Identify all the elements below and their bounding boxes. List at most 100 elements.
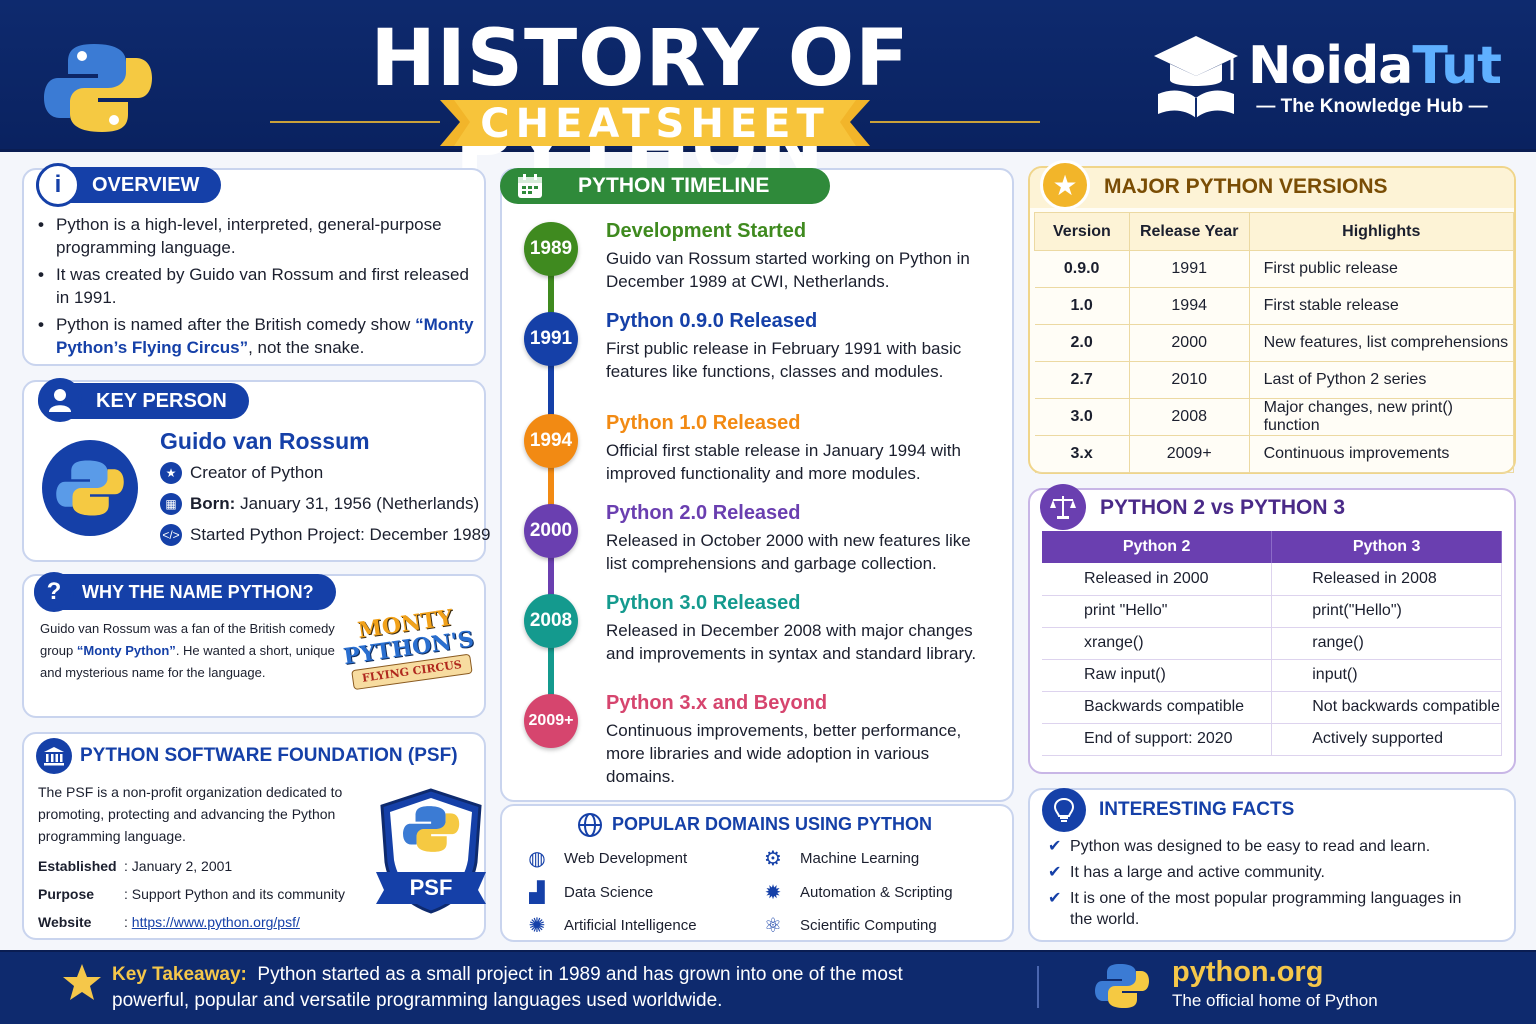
timeline-event-title: Development Started (606, 220, 807, 242)
calendar-icon (512, 170, 548, 202)
table-row: 3.x 2009+ Continuous improvements (1034, 435, 1515, 473)
fact-item: ✔ Python was designed to be easy to read … (1048, 836, 1488, 857)
domain-label: Web Development (564, 849, 688, 867)
versions-table-header: Version Release Year Highlights (1034, 212, 1515, 251)
table-cell: 3.0 (1034, 398, 1130, 436)
overview-highlight: “Monty Python’s Flying Circus” (56, 315, 474, 357)
globe-icon: ◍ (528, 847, 546, 870)
timeline-connector (548, 362, 554, 420)
key-takeaway: Key Takeaway: Python started as a small … (112, 962, 972, 1014)
domain-label: Artificial Intelligence (564, 916, 697, 934)
purpose-value: : Support Python and its community (124, 886, 345, 902)
table-row: Backwards compatible Not backwards compat… (1042, 691, 1502, 724)
timeline-year-badge: 2000 (524, 504, 578, 558)
overview-bullet: Python is a high-level, interpreted, gen… (38, 213, 478, 259)
table-cell: New features, list comprehensions (1249, 324, 1515, 362)
comparison-table: Python 2 Python 3 Released in 2000 Release… (1042, 531, 1502, 756)
info-icon: i (36, 163, 80, 207)
table-cell: range() (1271, 627, 1502, 660)
timeline-card (500, 168, 1014, 802)
python-org-link[interactable]: python.org (1172, 956, 1324, 988)
timeline-event-description: Continuous improvements, better performa… (606, 721, 962, 786)
python-logo-icon (56, 460, 124, 516)
table-cell: Major changes, new print() function (1249, 398, 1515, 436)
footer-divider (1037, 966, 1039, 1008)
table-cell: Continuous improvements (1249, 435, 1515, 473)
table-header-cell: Version (1034, 212, 1130, 251)
person-born-row: ▦ Born: January 31, 1956 (Netherlands) (160, 493, 479, 515)
table-row: 0.9.0 1991 First public release (1034, 250, 1515, 288)
brand-name: NoidaTut (1248, 36, 1502, 96)
fact-item: ✔ It is one of the most popular programmi… (1048, 888, 1468, 930)
table-row: Raw input() input() (1042, 659, 1502, 692)
check-icon: ✔ (1048, 838, 1062, 855)
python-logo-icon (44, 44, 152, 132)
check-icon: ✔ (1048, 890, 1062, 907)
timeline-event-title: Python 1.0 Released (606, 412, 801, 434)
psf-purpose: Purpose: Support Python and its communit… (38, 886, 345, 902)
domains-heading: POPULAR DOMAINS USING PYTHON (612, 814, 933, 834)
domain-item: ▟ Data Science (524, 879, 653, 905)
fact-text: It is one of the most popular programmin… (1070, 890, 1462, 928)
table-cell: Not backwards compatible (1271, 691, 1502, 724)
overview-bullet-suffix: , not the snake. (248, 338, 365, 357)
table-cell: 1991 (1129, 250, 1250, 288)
calendar-icon: ▦ (160, 493, 182, 515)
why-name-heading-label: WHY THE NAME PYTHON? (82, 582, 314, 602)
timeline-event-title: Python 3.0 Released (606, 592, 801, 614)
table-cell: print("Hello") (1271, 595, 1502, 628)
avatar (42, 440, 138, 536)
person-icon (38, 378, 82, 422)
scale-icon (1040, 484, 1086, 530)
table-cell: 2000 (1129, 324, 1250, 362)
table-cell: 2009+ (1129, 435, 1250, 473)
table-row: 3.0 2008 Major changes, new print() functi… (1034, 398, 1515, 436)
timeline-year-badge: 2008 (524, 594, 578, 648)
overview-heading-label: OVERVIEW (92, 174, 200, 196)
overview-list: Python is a high-level, interpreted, gen… (38, 213, 478, 363)
why-name-text-part: Guido van Rossum was a fan of the Britis… (40, 621, 335, 658)
fact-item: ✔ It has a large and active community. (1048, 862, 1488, 883)
python-org-tagline: The official home of Python (1172, 991, 1378, 1010)
table-row: xrange() range() (1042, 627, 1502, 660)
fact-text: It has a large and active community. (1070, 864, 1325, 881)
why-name-text-suffix: . He wanted a short, unique and mysterio… (40, 643, 335, 680)
atom-icon: ⚛ (764, 914, 782, 937)
table-cell: Raw input() (1042, 659, 1273, 692)
table-cell: input() (1271, 659, 1502, 692)
timeline-year-badge: 1991 (524, 312, 578, 366)
timeline-connector (548, 272, 554, 318)
table-header-cell: Python 2 (1042, 531, 1273, 563)
star-icon (63, 964, 101, 1000)
cheatsheet-ribbon (440, 100, 870, 146)
psf-website: Website: https://www.python.org/psf/ (38, 914, 300, 930)
table-row: 2.7 2010 Last of Python 2 series (1034, 361, 1515, 399)
timeline-event-title: Python 3.x and Beyond (606, 692, 828, 714)
timeline-connector (548, 644, 554, 700)
table-cell: 2.7 (1034, 361, 1130, 399)
brain-icon: ✺ (528, 914, 546, 937)
table-cell: 1.0 (1034, 287, 1130, 325)
domain-label: Automation & Scripting (800, 883, 953, 901)
key-person-heading-label: KEY PERSON (96, 390, 227, 412)
table-row: print "Hello" print("Hello") (1042, 595, 1502, 628)
domain-label: Data Science (564, 883, 654, 901)
versions-table: Version Release Year Highlights 0.9.0 1991 F… (1034, 212, 1515, 473)
domain-label: Scientific Computing (800, 916, 937, 934)
lightbulb-icon (1042, 788, 1086, 832)
footer (0, 950, 1536, 1024)
question-icon: ? (34, 572, 74, 612)
timeline-event-description: Official first stable release in January… (606, 441, 961, 483)
bank-icon (36, 738, 72, 774)
timeline-heading-label: PYTHON TIMELINE (578, 174, 770, 197)
key-takeaway-label: Key Takeaway: (112, 964, 247, 985)
psf-heading: PYTHON SOFTWARE FOUNDATION (PSF) (80, 745, 458, 766)
table-cell: First public release (1249, 250, 1515, 288)
comparison-heading: PYTHON 2 vs PYTHON 3 (1100, 496, 1346, 519)
psf-website-link[interactable]: https://www.python.org/psf/ (131, 914, 300, 930)
table-cell: 2008 (1129, 398, 1250, 436)
timeline-event-title: Python 2.0 Released (606, 502, 801, 524)
why-name-heading: WHY THE NAME PYTHON? (34, 574, 336, 610)
timeline-year-badge: 1989 (524, 222, 578, 276)
table-row: 1.0 1994 First stable release (1034, 287, 1515, 325)
